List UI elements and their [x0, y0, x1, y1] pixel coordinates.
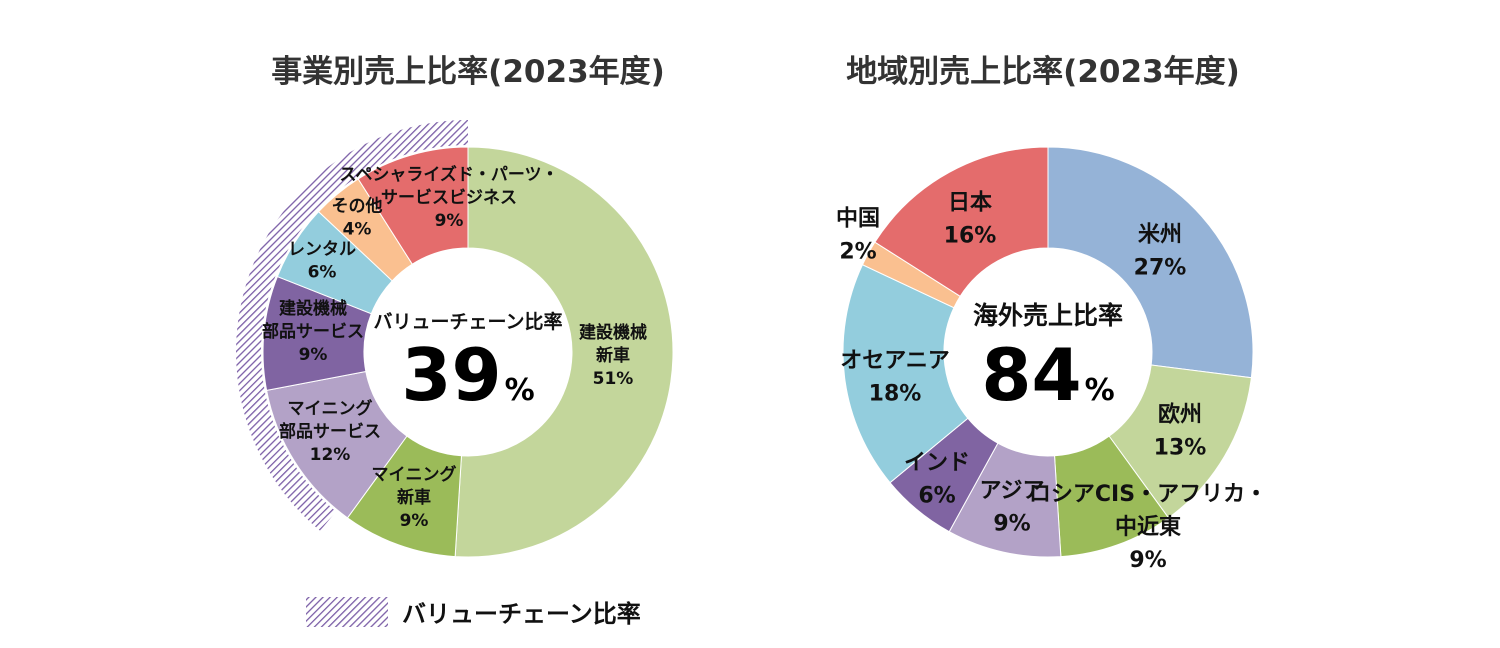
regional-chart-title: 地域別売上比率(2023年度) — [846, 54, 1240, 90]
legend-hatch-swatch — [306, 597, 388, 627]
slice-label: その他 4% — [332, 196, 383, 240]
region-slice — [874, 146, 1049, 297]
value-chain-center-label: バリューチェーン比率 — [373, 310, 562, 333]
business-chart-title: 事業別売上比率(2023年度) — [271, 54, 665, 90]
region-slice — [842, 264, 969, 484]
slice-label: 欧州 13% — [1154, 402, 1207, 461]
slice-label: スペシャライズド・パーツ・サービスビジネス 9% — [340, 164, 559, 231]
region-slice — [1047, 146, 1254, 379]
overseas-center-label: 海外売上比率 — [973, 301, 1123, 330]
business-sales-donut: 事業別売上比率(2023年度) 建設機械新車 51% マイニング新車 9%マイニング部… — [235, 54, 674, 558]
overseas-center-value: 84% — [981, 333, 1114, 417]
business-slice — [454, 146, 674, 558]
slice-label: ロシアCIS・アフリカ・中近東 9% — [1029, 482, 1267, 573]
slice-label: インド 6% — [904, 451, 970, 509]
slice-label: 米州 27% — [1134, 223, 1187, 281]
slice-label: マイニング新車 9% — [372, 464, 457, 531]
regional-sales-donut: 地域別売上比率(2023年度) 米州 27% 欧州 13% ロシアCIS・アフリカ・中近… — [836, 54, 1267, 573]
slice-label: レンタル 6% — [288, 240, 356, 283]
slice-label: 建設機械部品サービス 9% — [262, 298, 364, 365]
slice-label: 建設機械新車 51% — [579, 322, 647, 389]
value-chain-center-value: 39% — [401, 333, 534, 417]
region-slice — [1108, 364, 1252, 519]
slice-label: マイニング部品サービス 12% — [279, 398, 381, 465]
business-slice — [357, 146, 469, 265]
legend: バリューチェーン比率 — [306, 597, 641, 628]
value-chain-hatch-arc — [235, 120, 468, 531]
slice-label: 中国 2% — [836, 207, 880, 265]
slice-label: オセアニア 18% — [840, 349, 950, 407]
legend-label: バリューチェーン比率 — [402, 600, 641, 628]
value-chain-band — [235, 120, 468, 531]
slice-label: 日本 16% — [944, 191, 997, 249]
slice-label: アジア 9% — [979, 479, 1044, 537]
